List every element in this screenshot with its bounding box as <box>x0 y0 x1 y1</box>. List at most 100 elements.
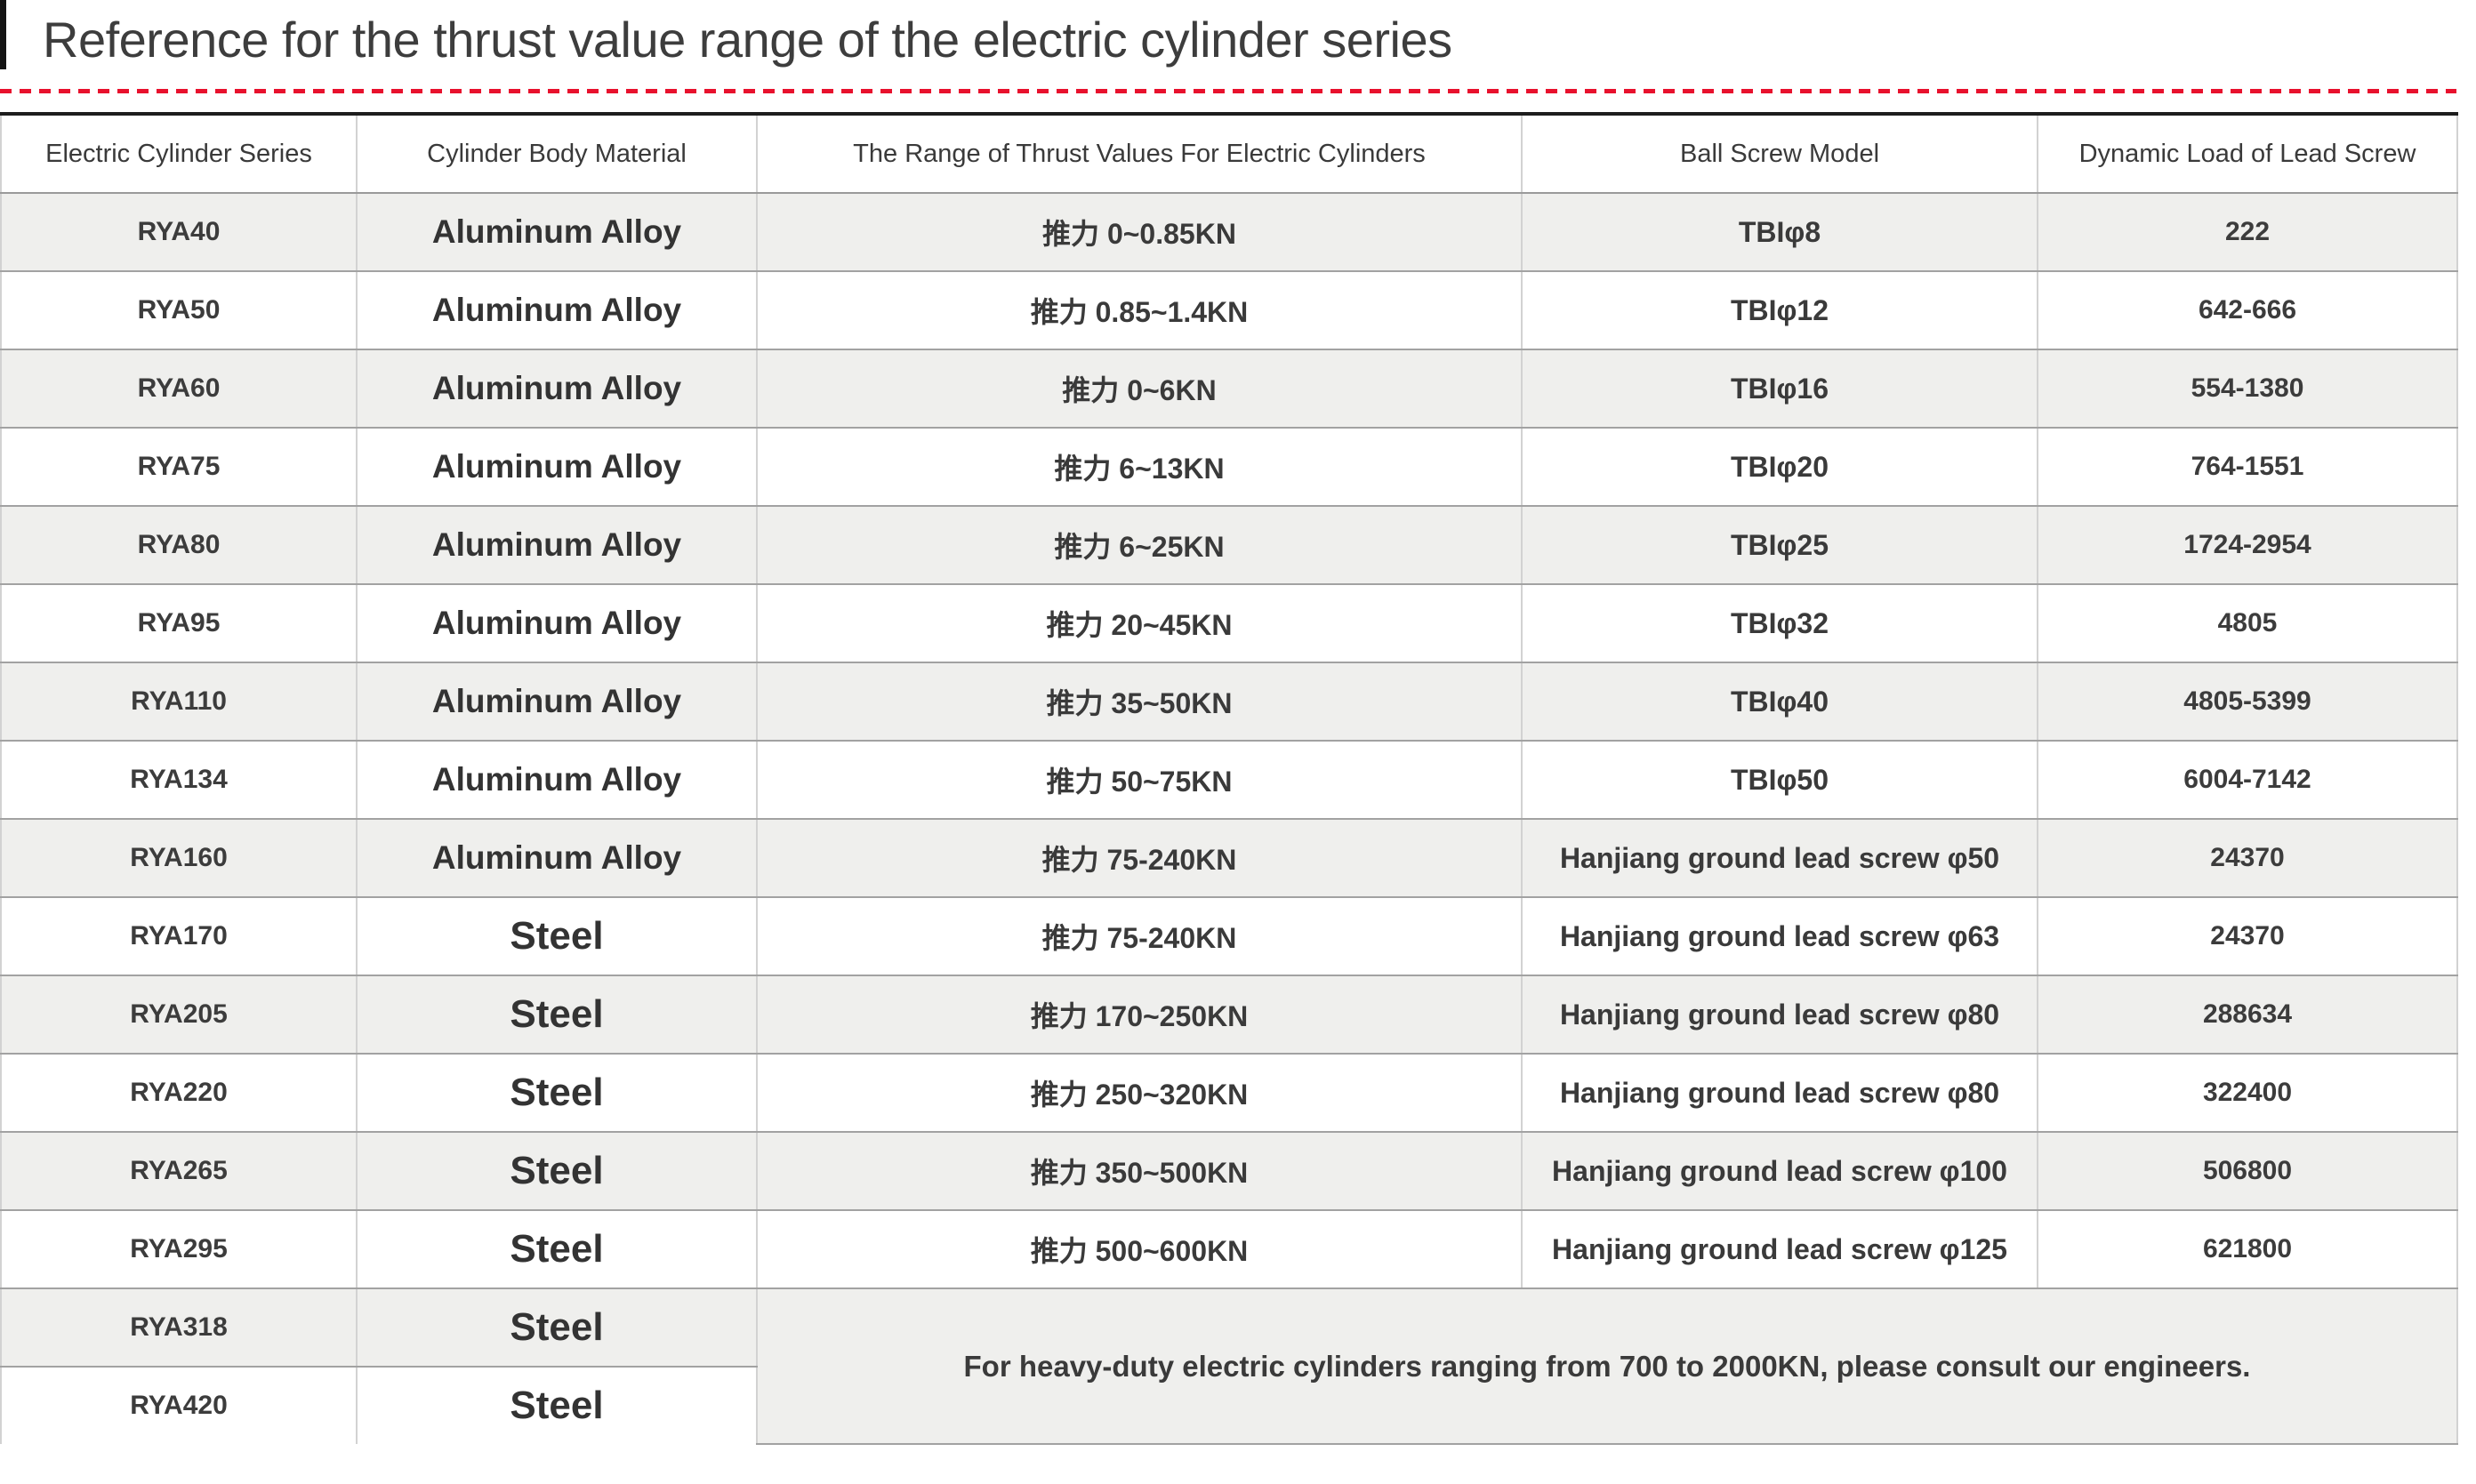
cell-dynamic-load: 4805 <box>2037 583 2458 663</box>
cell-ball-screw: TBIφ16 <box>1521 349 2038 429</box>
cell-series: RYA170 <box>0 896 358 976</box>
cell-thrust: 推力 250~320KN <box>756 1053 1523 1133</box>
cell-material: Aluminum Alloy <box>356 349 758 429</box>
cell-thrust: 推力 500~600KN <box>756 1209 1523 1289</box>
cell-ball-screw: TBIφ25 <box>1521 505 2038 585</box>
cell-thrust: 推力 0~0.85KN <box>756 192 1523 272</box>
table-row: RYA318 Steel For heavy-duty electric cyl… <box>0 1287 2458 1445</box>
table-row: RYA160 Aluminum Alloy 推力 75-240KN Hanjia… <box>0 818 2458 898</box>
cell-dynamic-load: 554-1380 <box>2037 349 2458 429</box>
cell-material: Steel <box>356 1053 758 1133</box>
table-row: RYA295 Steel 推力 500~600KN Hanjiang groun… <box>0 1209 2458 1289</box>
cell-ball-screw: TBIφ20 <box>1521 427 2038 507</box>
cell-material: Aluminum Alloy <box>356 662 758 742</box>
cell-material: Aluminum Alloy <box>356 427 758 507</box>
cell-dynamic-load: 288634 <box>2037 975 2458 1055</box>
cell-thrust: 推力 20~45KN <box>756 583 1523 663</box>
column-header-thrust-range: The Range of Thrust Values For Electric … <box>756 113 1523 194</box>
cell-series: RYA134 <box>0 740 358 820</box>
cell-thrust: 推力 350~500KN <box>756 1131 1523 1211</box>
table-row: RYA75 Aluminum Alloy 推力 6~13KN TBIφ20 76… <box>0 427 2458 507</box>
cell-thrust: 推力 35~50KN <box>756 662 1523 742</box>
table-row: RYA420 Steel <box>0 1366 2457 1444</box>
cell-dynamic-load: 4805-5399 <box>2037 662 2458 742</box>
cell-ball-screw: Hanjiang ground lead screw φ80 <box>1521 975 2038 1055</box>
cell-dynamic-load: 642-666 <box>2037 270 2458 350</box>
table-row: RYA265 Steel 推力 350~500KN Hanjiang groun… <box>0 1131 2458 1211</box>
cell-material: Steel <box>356 896 758 976</box>
thrust-reference-table: Electric Cylinder Series Cylinder Body M… <box>0 112 2458 1445</box>
cell-material: Steel <box>356 1287 758 1368</box>
cell-material: Aluminum Alloy <box>356 740 758 820</box>
cell-series: RYA110 <box>0 662 358 742</box>
cell-material: Steel <box>356 1366 758 1444</box>
cell-material: Aluminum Alloy <box>356 583 758 663</box>
cell-series: RYA160 <box>0 818 358 898</box>
table-row: RYA60 Aluminum Alloy 推力 0~6KN TBIφ16 554… <box>0 349 2458 429</box>
cell-ball-screw: TBIφ40 <box>1521 662 2038 742</box>
column-header-material: Cylinder Body Material <box>356 113 758 194</box>
cell-series: RYA205 <box>0 975 358 1055</box>
table-row: RYA40 Aluminum Alloy 推力 0~0.85KN TBIφ8 2… <box>0 192 2458 272</box>
title-accent-mark <box>0 0 6 69</box>
cell-thrust: 推力 6~25KN <box>756 505 1523 585</box>
cell-series: RYA295 <box>0 1209 358 1289</box>
cell-material: Steel <box>356 1209 758 1289</box>
table-row: RYA134 Aluminum Alloy 推力 50~75KN TBIφ50 … <box>0 740 2458 820</box>
cell-ball-screw: Hanjiang ground lead screw φ50 <box>1521 818 2038 898</box>
cell-thrust: 推力 50~75KN <box>756 740 1523 820</box>
cell-thrust: 推力 170~250KN <box>756 975 1523 1055</box>
cell-ball-screw: Hanjiang ground lead screw φ125 <box>1521 1209 2038 1289</box>
cell-series: RYA220 <box>0 1053 358 1133</box>
cell-dynamic-load: 24370 <box>2037 896 2458 976</box>
column-header-dynamic-load: Dynamic Load of Lead Screw <box>2037 113 2458 194</box>
red-dashed-divider <box>0 89 2456 93</box>
cell-series: RYA80 <box>0 505 358 585</box>
cell-series: RYA95 <box>0 583 358 663</box>
cell-dynamic-load: 621800 <box>2037 1209 2458 1289</box>
table-row: RYA170 Steel 推力 75-240KN Hanjiang ground… <box>0 896 2458 976</box>
cell-dynamic-load: 222 <box>2037 192 2458 272</box>
cell-ball-screw: Hanjiang ground lead screw φ63 <box>1521 896 2038 976</box>
cell-ball-screw: TBIφ50 <box>1521 740 2038 820</box>
cell-series: RYA75 <box>0 427 358 507</box>
cell-material: Aluminum Alloy <box>356 270 758 350</box>
cell-material: Steel <box>356 1131 758 1211</box>
cell-ball-screw: TBIφ12 <box>1521 270 2038 350</box>
cell-material: Aluminum Alloy <box>356 505 758 585</box>
cell-material: Aluminum Alloy <box>356 192 758 272</box>
cell-ball-screw: Hanjiang ground lead screw φ100 <box>1521 1131 2038 1211</box>
cell-material: Steel <box>356 975 758 1055</box>
column-header-ball-screw: Ball Screw Model <box>1521 113 2038 194</box>
cell-ball-screw: TBIφ32 <box>1521 583 2038 663</box>
cell-series: RYA50 <box>0 270 358 350</box>
table-row: RYA110 Aluminum Alloy 推力 35~50KN TBIφ40 … <box>0 662 2458 742</box>
cell-dynamic-load: 24370 <box>2037 818 2458 898</box>
cell-ball-screw: Hanjiang ground lead screw φ80 <box>1521 1053 2038 1133</box>
cell-dynamic-load: 506800 <box>2037 1131 2458 1211</box>
cell-series: RYA420 <box>0 1366 358 1444</box>
cell-thrust: 推力 75-240KN <box>756 896 1523 976</box>
table-row: RYA50 Aluminum Alloy 推力 0.85~1.4KN TBIφ1… <box>0 270 2458 350</box>
table-row: RYA80 Aluminum Alloy 推力 6~25KN TBIφ25 17… <box>0 505 2458 585</box>
table-row: RYA205 Steel 推力 170~250KN Hanjiang groun… <box>0 975 2458 1055</box>
cell-series: RYA40 <box>0 192 358 272</box>
page-title: Reference for the thrust value range of … <box>43 12 1452 68</box>
table-row: RYA95 Aluminum Alloy 推力 20~45KN TBIφ32 4… <box>0 583 2458 663</box>
column-header-series: Electric Cylinder Series <box>0 113 358 194</box>
cell-thrust: 推力 0~6KN <box>756 349 1523 429</box>
cell-dynamic-load: 6004-7142 <box>2037 740 2458 820</box>
cell-series: RYA265 <box>0 1131 358 1211</box>
header-row: Electric Cylinder Series Cylinder Body M… <box>0 113 2458 194</box>
cell-thrust: 推力 75-240KN <box>756 818 1523 898</box>
cell-dynamic-load: 1724-2954 <box>2037 505 2458 585</box>
cell-dynamic-load: 764-1551 <box>2037 427 2458 507</box>
cell-ball-screw: TBIφ8 <box>1521 192 2038 272</box>
cell-material: Aluminum Alloy <box>356 818 758 898</box>
heavy-duty-note: For heavy-duty electric cylinders rangin… <box>756 1287 2458 1445</box>
cell-thrust: 推力 6~13KN <box>756 427 1523 507</box>
cell-dynamic-load: 322400 <box>2037 1053 2458 1133</box>
cell-series: RYA60 <box>0 349 358 429</box>
cell-series: RYA318 <box>0 1287 358 1368</box>
cell-thrust: 推力 0.85~1.4KN <box>756 270 1523 350</box>
